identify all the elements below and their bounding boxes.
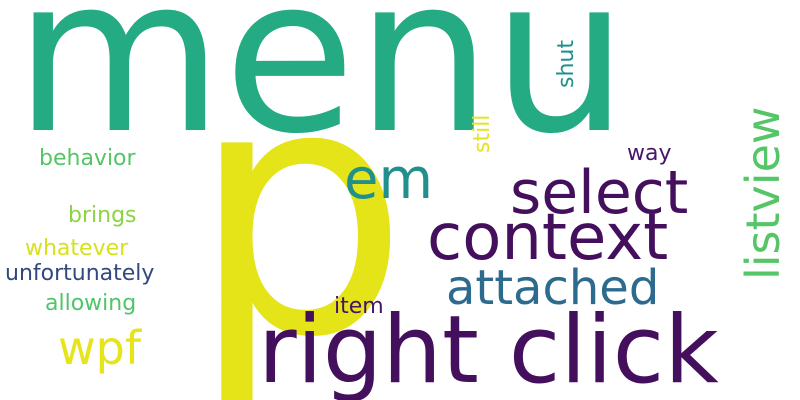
word-listview: listview bbox=[736, 106, 790, 281]
word-p: p bbox=[190, 12, 409, 400]
word-whatever: whatever bbox=[25, 236, 129, 261]
word-brings: brings bbox=[68, 203, 137, 228]
word-wpf: wpf bbox=[58, 321, 142, 375]
word-way: way bbox=[627, 141, 672, 166]
word-unfortunately: unfortunately bbox=[5, 261, 155, 286]
word-behavior: behavior bbox=[39, 146, 136, 171]
word-shut: shut bbox=[554, 40, 579, 88]
word-context: context bbox=[427, 201, 669, 275]
word-select: select bbox=[510, 158, 689, 228]
word-attached: attached bbox=[446, 260, 660, 316]
word-still: still bbox=[470, 114, 495, 153]
word-item: item bbox=[334, 294, 384, 319]
word-menu: menu bbox=[14, 0, 629, 181]
word-allowing: allowing bbox=[45, 291, 137, 316]
word-right-click: right click bbox=[258, 296, 719, 400]
word-em: em bbox=[344, 147, 434, 212]
